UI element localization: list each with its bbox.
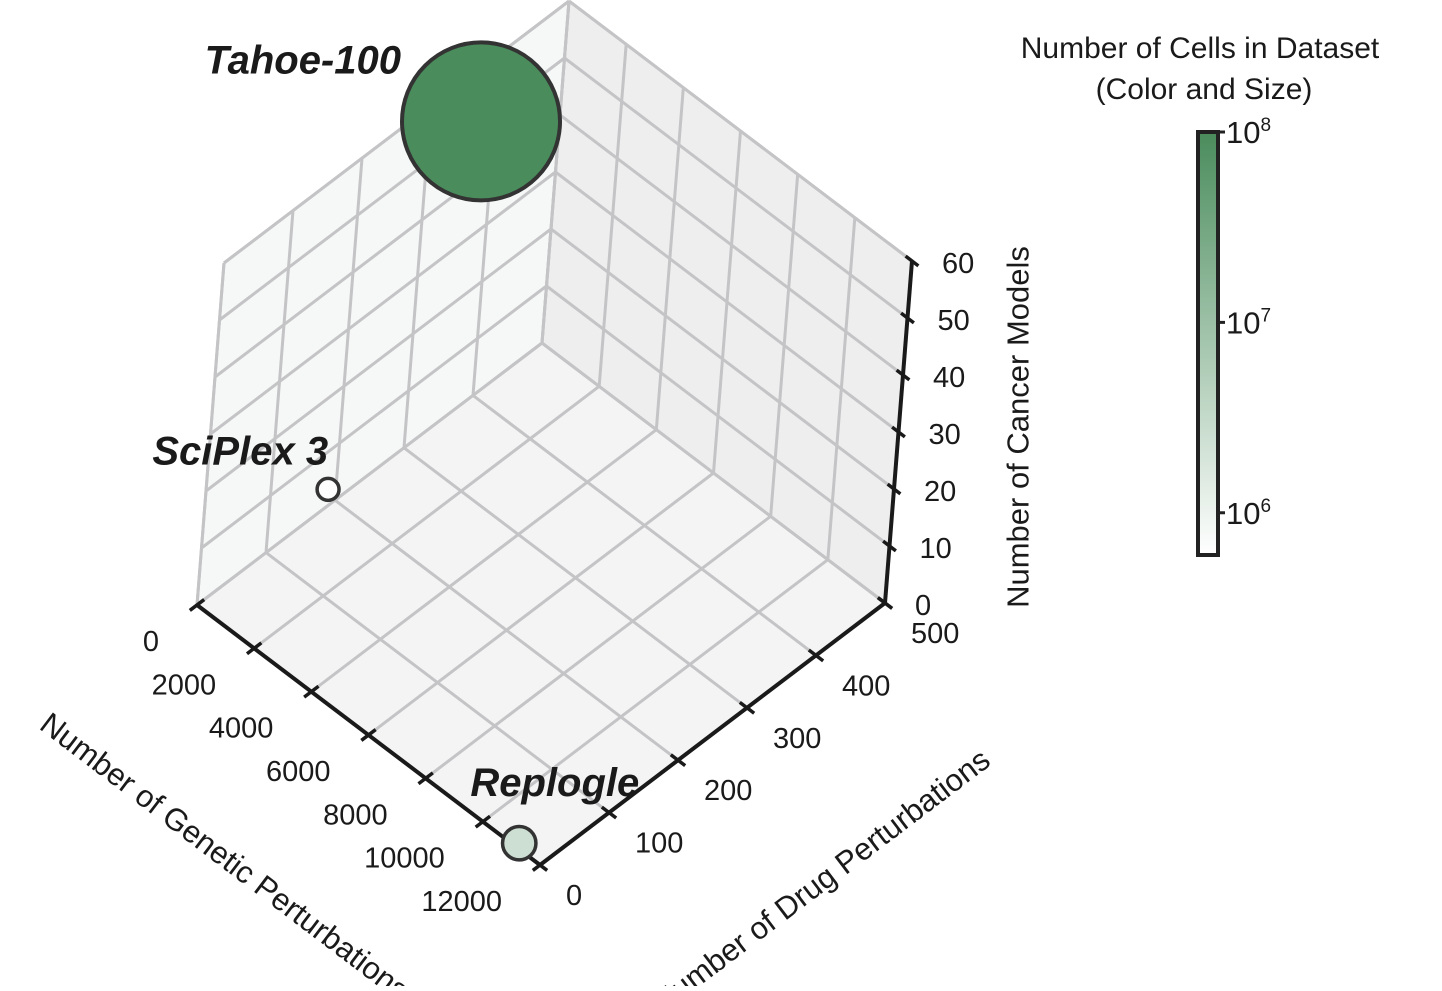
- colorbar-tick-label: 106: [1226, 496, 1271, 531]
- z-tick-label: 20: [924, 476, 956, 508]
- gridline-z: [563, 56, 909, 320]
- colorbar-tick-exponent: 7: [1260, 305, 1271, 326]
- x-tick: [188, 598, 206, 612]
- z-tick-label: 50: [938, 305, 970, 337]
- colorbar-tick-label: 108: [1226, 115, 1271, 150]
- point-label: SciPlex 3: [152, 429, 328, 473]
- colorbar-tick-exponent: 8: [1260, 115, 1271, 136]
- gridline-z: [568, 0, 913, 263]
- point-marker: [315, 476, 341, 503]
- gridline-z: [559, 113, 904, 377]
- z-tick: [882, 539, 897, 553]
- colorbar-tick-base: 10: [1226, 496, 1260, 531]
- y-tick-label: 100: [635, 828, 683, 860]
- x-tick-label: 4000: [209, 713, 274, 745]
- z-tick-label: 60: [942, 248, 974, 280]
- gridline-y: [265, 551, 610, 814]
- x-tick-label: 6000: [266, 756, 331, 788]
- x-tick-label: 8000: [323, 799, 388, 831]
- z-tick-label: 10: [920, 533, 952, 565]
- colorbar-title: Number of Cells in Dataset: [1021, 32, 1380, 65]
- y-axis-title: Number of Drug Perturbations: [646, 742, 997, 986]
- x-tick-label: 2000: [152, 669, 217, 701]
- z-tick: [904, 254, 920, 268]
- point-label: Replogle: [470, 761, 639, 805]
- colorbar-tick-base: 10: [1226, 115, 1260, 150]
- y-tick-label: 500: [911, 618, 959, 650]
- y-tick: [738, 700, 756, 715]
- chart-points: Tahoe-100 Replogle SciPlex 3: [152, 38, 639, 862]
- x-tick: [303, 684, 320, 699]
- z-tick: [900, 311, 915, 325]
- x-tick: [474, 814, 492, 829]
- x-tick-label: 0: [143, 626, 159, 658]
- gridline-z: [545, 284, 891, 548]
- gridline-z: [223, 0, 570, 265]
- z-tick-label: 40: [933, 362, 965, 394]
- z-tick: [886, 482, 902, 496]
- y-tick-label: 400: [842, 670, 890, 702]
- gridline-x: [424, 515, 772, 780]
- point-label: Tahoe-100: [205, 38, 401, 82]
- colorbar-tick-label: 107: [1226, 305, 1271, 340]
- gridline-z: [196, 341, 543, 607]
- y-tick: [807, 648, 825, 663]
- colorbar-gradient: [1196, 130, 1220, 557]
- y-tick: [600, 805, 618, 820]
- gridline-z: [541, 341, 886, 605]
- z-tick: [891, 425, 906, 439]
- x-tick: [417, 771, 434, 786]
- gridline-z: [205, 227, 552, 493]
- z-tick-label: 30: [929, 419, 961, 451]
- colorbar: Number of Cells in Dataset (Color and Siz…: [1021, 32, 1380, 557]
- y-tick-label: 200: [704, 775, 752, 807]
- y-tick: [531, 858, 549, 872]
- x-tick: [245, 641, 263, 656]
- z-tick: [877, 596, 893, 610]
- y-tick: [669, 753, 687, 768]
- gridline-x: [310, 428, 658, 693]
- colorbar-subtitle: (Color and Size): [1096, 73, 1313, 106]
- colorbar-tick-base: 10: [1226, 305, 1260, 340]
- y-tick-label: 300: [773, 723, 821, 755]
- z-tick: [895, 368, 911, 382]
- gridline-x: [253, 385, 601, 650]
- z-axis-title: Number of Cancer Models: [1001, 246, 1036, 608]
- gridline-z: [209, 170, 557, 436]
- x-tick-label: 12000: [421, 886, 502, 918]
- gridline-z: [550, 227, 895, 491]
- gridline-y: [403, 446, 748, 709]
- point-marker: [400, 40, 563, 203]
- colorbar-tick-exponent: 6: [1260, 496, 1271, 517]
- gridline-y: [334, 499, 679, 762]
- y-axis-line: [538, 601, 887, 867]
- point-marker: [500, 824, 538, 862]
- gridline-x: [367, 471, 715, 737]
- x-tick-label: 10000: [364, 843, 445, 875]
- gridline-x: [481, 558, 829, 823]
- gridline-z: [200, 284, 548, 550]
- x-tick: [360, 728, 377, 742]
- y-tick-label: 0: [566, 880, 582, 912]
- x-axis-title: Number of Genetic Perturbations: [34, 706, 416, 986]
- gridline-y: [472, 394, 817, 657]
- z-tick-label: 0: [915, 590, 931, 622]
- gridline-z: [554, 170, 900, 434]
